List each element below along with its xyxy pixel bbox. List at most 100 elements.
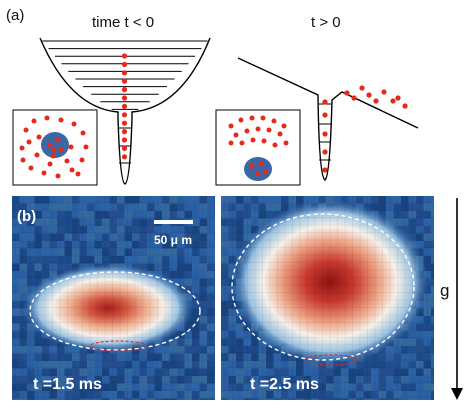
atom-dot bbox=[23, 127, 29, 133]
time-label-t1-5ms: t =1.5 ms bbox=[33, 376, 102, 393]
atom-dot bbox=[121, 78, 128, 84]
image-pixel bbox=[214, 323, 215, 331]
atom-dot bbox=[272, 142, 278, 148]
image-pixel bbox=[214, 398, 215, 400]
image-pixel bbox=[214, 338, 215, 346]
atom-dot bbox=[344, 90, 350, 96]
atom-dot bbox=[277, 131, 283, 137]
panel-a-label: (a) bbox=[6, 7, 24, 24]
atom-dot bbox=[55, 173, 61, 179]
atom-dot bbox=[28, 165, 34, 171]
right-inset-dimple-cloud bbox=[244, 157, 272, 181]
image-pixel bbox=[214, 203, 215, 211]
atom-dot bbox=[83, 144, 89, 150]
atom-dot bbox=[121, 137, 128, 143]
gravity-arrow bbox=[451, 198, 463, 400]
atom-dot bbox=[75, 171, 81, 177]
cloud-outline-t2-5ms bbox=[231, 213, 415, 361]
dimple-outline-t2-5ms bbox=[304, 354, 358, 366]
atom-dot bbox=[58, 117, 64, 123]
atom-dot bbox=[121, 154, 128, 160]
left-inset-atoms bbox=[19, 115, 89, 179]
atom-dot bbox=[31, 118, 37, 124]
image-pixel bbox=[214, 241, 215, 249]
atom-dot bbox=[249, 163, 255, 169]
scale-bar-label: 50 μ m bbox=[154, 233, 192, 247]
atom-dot bbox=[402, 103, 408, 109]
atom-dot bbox=[26, 139, 32, 145]
atom-dot bbox=[19, 145, 25, 151]
atom-dot bbox=[258, 161, 264, 167]
atom-dot bbox=[228, 123, 234, 129]
atom-dot bbox=[80, 130, 86, 136]
image-t2-5ms bbox=[221, 196, 434, 400]
right-inset-atoms bbox=[228, 115, 289, 177]
atom-dot bbox=[121, 61, 128, 67]
atom-dot bbox=[322, 131, 328, 137]
image-pixel bbox=[214, 263, 215, 271]
image-pixel bbox=[214, 233, 215, 241]
right-inset bbox=[215, 109, 301, 186]
atom-dot bbox=[58, 147, 64, 153]
image-pixel bbox=[214, 346, 215, 354]
atom-dot bbox=[263, 169, 269, 175]
atom-dot bbox=[20, 157, 26, 163]
image-pixel bbox=[214, 383, 215, 391]
atom-dot bbox=[121, 70, 128, 76]
atom-dot bbox=[36, 134, 42, 140]
image-pixel bbox=[214, 353, 215, 361]
image-pixel bbox=[214, 196, 215, 204]
atom-dot bbox=[390, 98, 396, 104]
atom-dot bbox=[261, 138, 267, 144]
image-pixel bbox=[214, 278, 215, 286]
image-pixel bbox=[214, 308, 215, 316]
atom-dot bbox=[322, 112, 328, 118]
image-pixel bbox=[214, 293, 215, 301]
atom-dot bbox=[244, 128, 250, 134]
atom-dot bbox=[322, 99, 328, 105]
atom-dot bbox=[121, 87, 128, 93]
atom-dot bbox=[50, 153, 56, 159]
atom-dot bbox=[233, 132, 239, 138]
atom-dot bbox=[68, 144, 74, 150]
right-time-title: t > 0 bbox=[311, 14, 341, 31]
atom-dot bbox=[239, 140, 245, 146]
atom-dot bbox=[64, 158, 70, 164]
left-time-title: time t < 0 bbox=[92, 14, 154, 31]
left-inset bbox=[12, 109, 98, 186]
atom-dot bbox=[121, 95, 128, 101]
atom-dot bbox=[283, 140, 289, 146]
atom-dot bbox=[71, 121, 77, 127]
right-trap-potential bbox=[237, 57, 419, 181]
atom-dot bbox=[366, 92, 372, 98]
image-pixel bbox=[214, 256, 215, 264]
atom-dot bbox=[121, 103, 128, 109]
atom-dot bbox=[322, 167, 328, 173]
atom-dot bbox=[351, 95, 357, 101]
atom-dot bbox=[266, 127, 272, 133]
atom-dot bbox=[121, 120, 128, 126]
image-pixel bbox=[214, 211, 215, 219]
atom-dot bbox=[55, 137, 61, 143]
gravity-label: g bbox=[440, 281, 449, 300]
atom-dot bbox=[79, 157, 85, 163]
image-pixel bbox=[214, 226, 215, 234]
atom-dot bbox=[271, 118, 277, 124]
image-pixel bbox=[214, 391, 215, 399]
atom-dot bbox=[395, 95, 401, 101]
image-pixel bbox=[214, 271, 215, 279]
image-pixel bbox=[214, 361, 215, 369]
image-pixel bbox=[214, 376, 215, 384]
image-pixel bbox=[214, 286, 215, 294]
left-inset-dimple-cloud bbox=[41, 132, 69, 158]
right-trap-atoms bbox=[322, 85, 408, 173]
atom-dot bbox=[51, 147, 57, 153]
atom-dot bbox=[228, 140, 234, 146]
image-pixel bbox=[214, 248, 215, 256]
atom-dot bbox=[381, 89, 387, 95]
atom-dot bbox=[249, 115, 255, 121]
dimple-outline-t1-5ms bbox=[89, 340, 147, 352]
atom-dot bbox=[260, 115, 266, 121]
atom-dot bbox=[41, 170, 47, 176]
